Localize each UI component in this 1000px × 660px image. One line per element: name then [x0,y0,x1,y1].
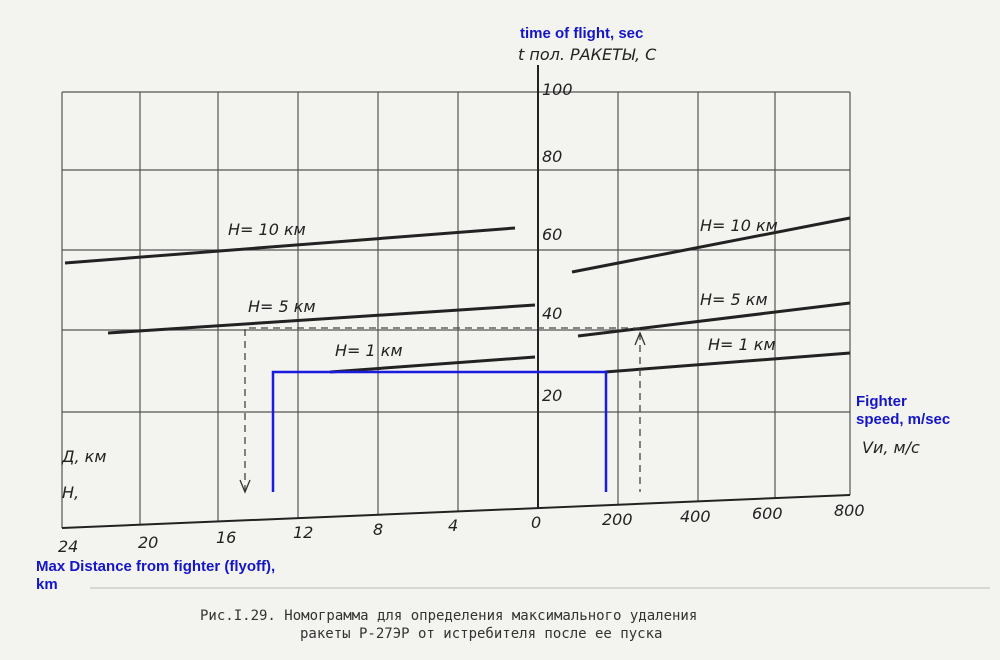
y-label: 20 [542,386,562,405]
guide-line [244,327,641,492]
curve-label: H= 1 км [708,335,776,354]
curve [329,355,536,374]
y-label: 80 [542,147,562,166]
curve [64,226,516,265]
x-label: 4 [448,516,458,535]
caption: ракеты Р-27ЭР от истребителя после ее пу… [300,626,662,642]
curve [107,303,536,335]
caption: Рис.I.29. Номограмма для определения мак… [200,608,697,624]
annotation: time of flight, sec [520,25,643,42]
curve-label: H= 5 км [248,297,316,316]
annotation: speed, m/sec [856,411,950,428]
curve [604,351,851,374]
highlight-path [271,370,608,492]
x-label: 8 [373,520,383,539]
curve-label: H= 10 км [700,216,778,235]
arrows [239,331,646,494]
dashed-guide [244,327,641,492]
axis-label: Д, км [61,447,106,466]
x-label: 600 [752,504,783,523]
x-label: 24 [58,537,78,556]
curve [571,216,851,274]
x-label: 200 [602,510,633,529]
annotation: Fighter [856,393,907,410]
curve-label: H= 10 км [228,220,306,239]
axis-label: Н, [62,483,79,502]
curve-label: H= 1 км [335,341,403,360]
x-label: 12 [293,523,313,542]
annotation: Max Distance from fighter (flyoff), [36,558,275,575]
grid [61,91,851,528]
x-axis [61,494,851,529]
axis-label: Vи, м/с [862,438,920,457]
axis-label: t пол. РАКЕТЫ, С [518,45,657,64]
y-label: 40 [542,304,562,323]
x-label: 400 [680,507,711,526]
curve-label: H= 5 км [700,290,768,309]
curve [577,301,851,338]
x-label: 800 [834,501,865,520]
annotation: km [36,576,58,593]
curves [64,216,851,374]
x-label: 16 [216,528,236,547]
y-label: 100 [542,80,573,99]
y-label: 60 [542,225,562,244]
x-label: 0 [531,513,541,532]
x-label: 20 [138,533,158,552]
